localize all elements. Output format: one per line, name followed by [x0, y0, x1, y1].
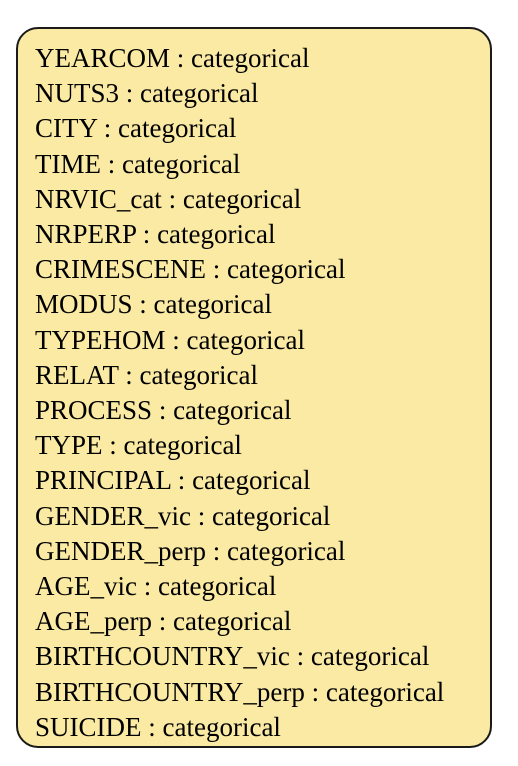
- field-row: AGE_vic : categorical: [35, 569, 490, 604]
- field-row: TYPEHOM : categorical: [35, 323, 490, 358]
- field-separator: :: [165, 324, 187, 355]
- field-row: RELAT : categorical: [35, 358, 490, 393]
- field-separator: :: [100, 148, 122, 179]
- field-row: YEARCOM : categorical: [35, 41, 490, 76]
- field-type: categorical: [118, 113, 237, 144]
- field-type: categorical: [325, 676, 445, 707]
- field-name: NUTS3: [35, 78, 120, 109]
- field-name: YEARCOM: [35, 43, 171, 73]
- field-type: categorical: [122, 148, 241, 179]
- field-separator: :: [136, 571, 158, 602]
- field-name: RELAT: [35, 359, 119, 390]
- field-row: TYPE : categorical: [35, 428, 490, 463]
- field-type: categorical: [182, 183, 302, 214]
- field-type: categorical: [123, 430, 242, 461]
- field-name: BIRTHCOUNTRY_perp: [35, 676, 305, 707]
- field-type: categorical: [158, 571, 277, 602]
- field-name: SUICIDE: [35, 711, 142, 742]
- field-type: categorical: [162, 711, 281, 742]
- field-row: PROCESS : categorical: [35, 393, 490, 428]
- field-separator: :: [206, 254, 228, 285]
- field-name: PROCESS: [35, 395, 153, 426]
- field-row: SUICIDE : categorical: [35, 710, 490, 745]
- field-type: categorical: [173, 395, 292, 426]
- field-separator: :: [102, 430, 124, 461]
- field-separator: :: [119, 78, 141, 109]
- field-name: BIRTHCOUNTRY_vic: [35, 641, 290, 672]
- field-separator: :: [141, 711, 163, 742]
- field-row: CRIMESCENE : categorical: [35, 252, 490, 287]
- field-separator: :: [161, 183, 183, 214]
- field-separator: :: [136, 219, 158, 250]
- field-type: categorical: [139, 359, 258, 390]
- field-separator: :: [304, 676, 326, 707]
- field-separator: :: [118, 359, 140, 390]
- field-row: CITY : categorical: [35, 111, 490, 146]
- field-name: NRPERP: [35, 219, 137, 250]
- field-name: MODUS: [35, 289, 133, 320]
- field-name: CITY: [35, 113, 97, 144]
- field-separator: :: [170, 43, 192, 73]
- field-row: TIME : categorical: [35, 147, 490, 182]
- field-separator: :: [289, 641, 311, 672]
- field-name: NRVIC_cat: [35, 183, 162, 214]
- field-name: AGE_perp: [35, 606, 152, 637]
- field-type: categorical: [191, 43, 310, 73]
- field-row: NRPERP : categorical: [35, 217, 490, 252]
- field-row: BIRTHCOUNTRY_vic : categorical: [35, 639, 490, 674]
- field-name: PRINCIPAL: [35, 465, 172, 496]
- field-row: GENDER_perp : categorical: [35, 534, 490, 569]
- field-row: BIRTHCOUNTRY_perp : categorical: [35, 675, 490, 710]
- field-row: GENDER_vic : categorical: [35, 499, 490, 534]
- field-type: categorical: [192, 465, 311, 496]
- field-separator: :: [171, 465, 193, 496]
- field-separator: :: [152, 395, 174, 426]
- field-type: categorical: [172, 606, 292, 637]
- field-row: MODUS : categorical: [35, 287, 490, 322]
- field-type: categorical: [153, 289, 272, 320]
- field-name: TIME: [35, 148, 101, 179]
- field-name: TYPE: [35, 430, 103, 461]
- field-type: categorical: [186, 324, 305, 355]
- field-separator: :: [205, 535, 227, 566]
- field-type: categorical: [310, 641, 430, 672]
- field-type: categorical: [157, 219, 276, 250]
- field-name: TYPEHOM: [35, 324, 166, 355]
- field-row: NRVIC_cat : categorical: [35, 182, 490, 217]
- field-separator: :: [190, 500, 212, 531]
- field-name: GENDER_perp: [35, 535, 206, 566]
- field-name: GENDER_vic: [35, 500, 191, 531]
- field-type: categorical: [140, 78, 259, 109]
- field-row: AGE_perp : categorical: [35, 604, 490, 639]
- field-type: categorical: [226, 535, 346, 566]
- field-row: PRINCIPAL : categorical: [35, 463, 490, 498]
- field-separator: :: [97, 113, 119, 144]
- field-type: categorical: [212, 500, 331, 531]
- field-row: NUTS3 : categorical: [35, 76, 490, 111]
- field-name: CRIMESCENE: [35, 254, 207, 285]
- field-separator: :: [132, 289, 154, 320]
- field-type: categorical: [227, 254, 346, 285]
- field-list: YEARCOM : categorical NUTS3 : categorica…: [35, 41, 490, 745]
- field-name: AGE_vic: [35, 571, 137, 602]
- field-separator: :: [151, 606, 173, 637]
- schema-node-box: YEARCOM : categorical NUTS3 : categorica…: [16, 27, 492, 748]
